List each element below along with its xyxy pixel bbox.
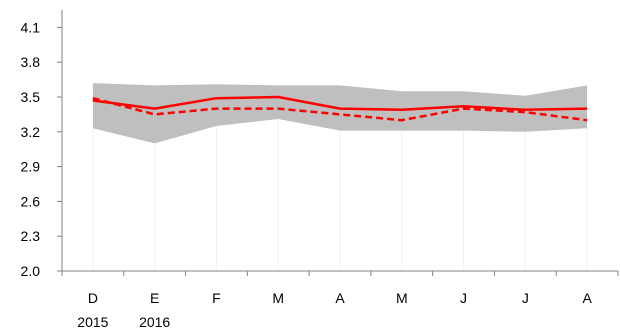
y-tick-label: 2.0 [21, 263, 41, 279]
x-tick-label: M [396, 290, 408, 306]
x-tick-label: M [272, 290, 284, 306]
solid-series-line [92, 95, 588, 112]
y-tick-labels: 2.0 2.3 2.6 2.9 3.2 3.5 3.8 4.1 [21, 19, 62, 279]
x-tick-label: A [335, 290, 345, 306]
x-tick-label: J [460, 290, 467, 306]
x-tick-label: J [522, 290, 529, 306]
y-tick-label: 2.6 [21, 193, 41, 209]
x-tick-sublabel: 2015 [77, 314, 108, 330]
category-gridlines [92, 119, 588, 271]
y-tick-label: 3.2 [21, 124, 41, 140]
axes [61, 10, 618, 272]
x-tick-label: F [212, 290, 221, 306]
y-tick-label: 2.3 [21, 228, 41, 244]
x-tick-label: E [150, 290, 159, 306]
x-tick-labels: D E F M A M J J A 2015 2016 [61, 271, 619, 330]
y-tick-label: 3.5 [21, 89, 41, 105]
x-tick-label: A [582, 290, 592, 306]
x-tick-label: D [88, 290, 98, 306]
series-layer [92, 95, 588, 122]
y-tick-label: 3.8 [21, 54, 41, 70]
x-tick-sublabel: 2016 [139, 314, 170, 330]
y-tick-label: 2.9 [21, 159, 41, 175]
y-tick-label: 4.1 [21, 19, 41, 35]
